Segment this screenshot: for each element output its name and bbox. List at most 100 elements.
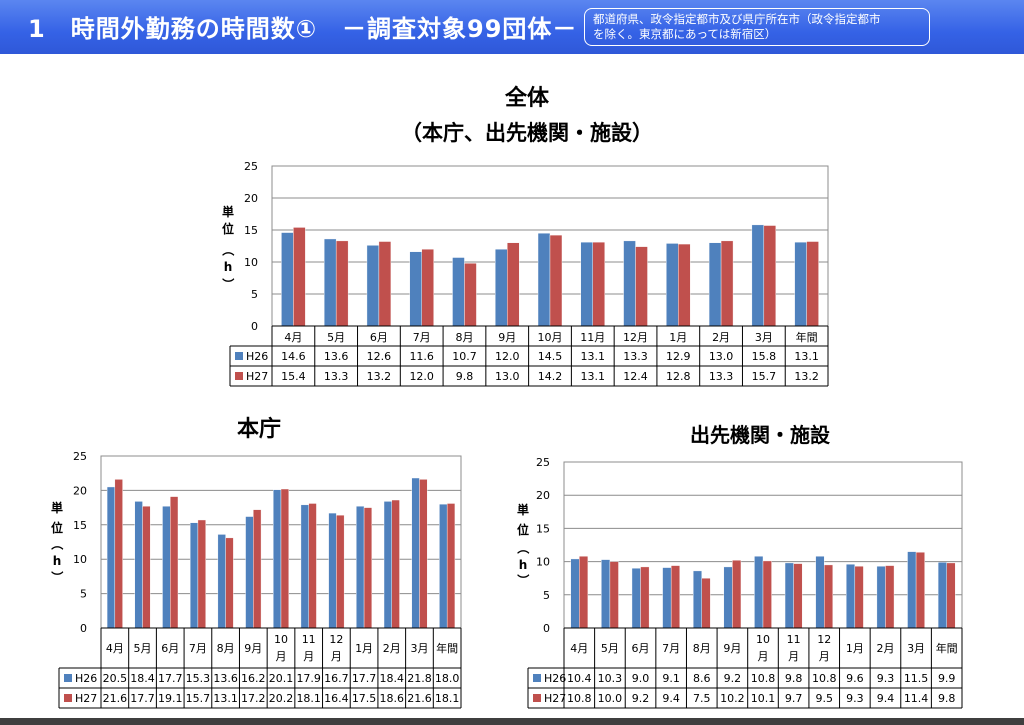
- chart3-data-label-h26-3: 9.1: [662, 672, 680, 685]
- chart1-ytick-label: 0: [251, 320, 258, 333]
- chart3-title: 出先機関・施設: [690, 423, 830, 447]
- chart1-data-label-h27-7: 13.1: [581, 370, 606, 383]
- chart3-data-label-h26-7: 9.8: [785, 672, 803, 685]
- chart1-bar-h26-8: [623, 240, 636, 327]
- chart1-ytick-label: 15: [244, 224, 258, 237]
- chart3-legend-key-h27: [533, 694, 541, 702]
- chart3-ylabel-char: ）: [516, 574, 531, 586]
- chart1-bar-h26-4: [452, 257, 465, 327]
- chart1-title: 全体: [504, 86, 549, 111]
- chart2-data-label-h26-7: 17.9: [296, 672, 321, 685]
- chart1-data-label-h27-1: 13.3: [324, 370, 349, 383]
- chart3-legend-label-h27: H27: [544, 692, 566, 705]
- chart3-bar-h26-3: [662, 567, 672, 629]
- chart3-bar-h27-6: [762, 560, 772, 629]
- chart3-bar-h26-11: [907, 551, 917, 629]
- chart2-data-label-h27-6: 20.2: [269, 692, 294, 705]
- chart2-data-label-h26-2: 17.7: [158, 672, 183, 685]
- chart2-data-label-h26-3: 15.3: [186, 672, 211, 685]
- chart2-category-label: 2月: [383, 642, 401, 655]
- chart2-ytick-label: 5: [80, 588, 87, 601]
- chart1-category-label: 年間: [796, 330, 818, 344]
- chart1-data-label-h26-1: 13.6: [324, 350, 349, 363]
- chart3-data-label-h27-12: 9.8: [938, 692, 956, 705]
- chart1-bar-h26-9: [666, 243, 679, 327]
- chart1-ylabel-char: 位: [222, 221, 234, 236]
- chart2-category-label: 10 月: [274, 633, 288, 663]
- chart3-bar-h27-4: [701, 578, 711, 629]
- chart1-category-label: 5月: [327, 331, 345, 344]
- chart2-bar-h26-5: [245, 516, 254, 629]
- chart1-bar-h27-8: [635, 246, 648, 327]
- chart3-category-label: 6月: [632, 642, 650, 655]
- chart3-ytick-label: 0: [543, 622, 550, 635]
- chart2-bar-h27-11: [419, 479, 428, 629]
- chart2-ylabel-char: 単: [51, 500, 63, 515]
- chart3-ylabel-char: 位: [517, 522, 529, 537]
- page-title: 1 時間外勤務の時間数① －調査対象99団体－: [28, 15, 578, 43]
- chart3-data-label-h26-4: 8.6: [693, 672, 711, 685]
- chart2-data-label-h26-1: 18.4: [130, 672, 155, 685]
- chart2-ylabel-char: （: [50, 538, 65, 550]
- chart1-category-label: 1月: [669, 331, 687, 344]
- chart2-category-label: 1月: [355, 642, 373, 655]
- chart1-data-label-h27-8: 12.4: [623, 370, 648, 383]
- chart1-bar-h27-0: [293, 227, 306, 327]
- chart1-category-label: 4月: [284, 331, 302, 344]
- chart3-data-label-h26-8: 10.8: [812, 672, 837, 685]
- chart3-data-label-h26-10: 9.3: [877, 672, 895, 685]
- chart3-ylabel-char: （: [516, 542, 531, 554]
- chart2-ytick-label: 20: [73, 484, 87, 497]
- chart1-bar-h27-4: [464, 263, 477, 327]
- chart3-bar-h27-8: [824, 564, 834, 629]
- chart2-data-label-h26-0: 20.5: [103, 672, 128, 685]
- chart1-bar-h26-7: [580, 241, 593, 327]
- chart2-bar-h27-5: [253, 509, 262, 629]
- chart2-ylabel-char: ）: [50, 571, 65, 583]
- chart2-ytick-label: 10: [73, 553, 87, 566]
- chart2-bar-h27-3: [197, 519, 206, 629]
- chart2-data-label-h26-8: 16.7: [324, 672, 349, 685]
- chart1-category-label: 8月: [455, 331, 473, 344]
- chart2-bar-h26-1: [134, 501, 143, 629]
- chart1-bar-h26-5: [495, 248, 508, 327]
- chart1-category-label: 10月: [538, 331, 563, 344]
- chart3-bar-h26-2: [631, 568, 641, 629]
- chart1-category-label: 3月: [755, 331, 773, 344]
- chart2-ytick-label: 15: [73, 519, 87, 532]
- chart3-category-label: 9月: [723, 642, 741, 655]
- chart1-data-label-h26-4: 10.7: [452, 350, 477, 363]
- chart3-bar-h26-12: [937, 562, 947, 629]
- chart2-bar-h27-9: [363, 507, 373, 629]
- chart1-data-label-h27-5: 13.0: [495, 370, 520, 383]
- chart3-data-label-h26-1: 10.3: [598, 672, 623, 685]
- scope-note-line1: 都道府県、政令指定都市及び県庁所在市（政令指定都市: [593, 12, 881, 26]
- chart1-bar-h27-6: [549, 234, 563, 327]
- chart1-data-label-h26-8: 13.3: [623, 350, 648, 363]
- chart1-bar-h27-12: [806, 241, 819, 327]
- chart3-data-label-h27-9: 9.3: [846, 692, 864, 705]
- chart3-data-label-h26-0: 10.4: [567, 672, 592, 685]
- chart3-bar-h26-0: [570, 558, 580, 629]
- chart1-data-label-h27-12: 13.2: [794, 370, 819, 383]
- chart2-bar-h27-12: [446, 503, 456, 629]
- chart1-bar-h26-10: [708, 242, 722, 327]
- chart2-bar-h26-7: [300, 504, 309, 629]
- chart3-category-label: 7月: [662, 642, 680, 655]
- chart2-bar-h26-6: [273, 489, 282, 629]
- chart1-bar-h26-2: [366, 245, 380, 327]
- chart3-category-label: 8月: [693, 642, 711, 655]
- chart1-data-label-h27-9: 12.8: [666, 370, 691, 383]
- chart2-bar-h26-9: [356, 506, 365, 629]
- chart2-data-label-h26-9: 17.7: [352, 672, 377, 685]
- chart3-bar-h27-9: [854, 566, 864, 629]
- chart2-data-label-h26-5: 16.2: [241, 672, 266, 685]
- chart1-data-label-h27-10: 13.3: [709, 370, 734, 383]
- chart1-data-label-h26-12: 13.1: [794, 350, 819, 363]
- chart2-bar-h26-10: [383, 501, 392, 629]
- chart3-category-label: 11 月: [787, 633, 801, 663]
- chart2-data-label-h27-11: 21.6: [407, 692, 432, 705]
- chart2-bar-h26-2: [162, 506, 171, 629]
- chart1-data-label-h26-6: 14.5: [538, 350, 563, 363]
